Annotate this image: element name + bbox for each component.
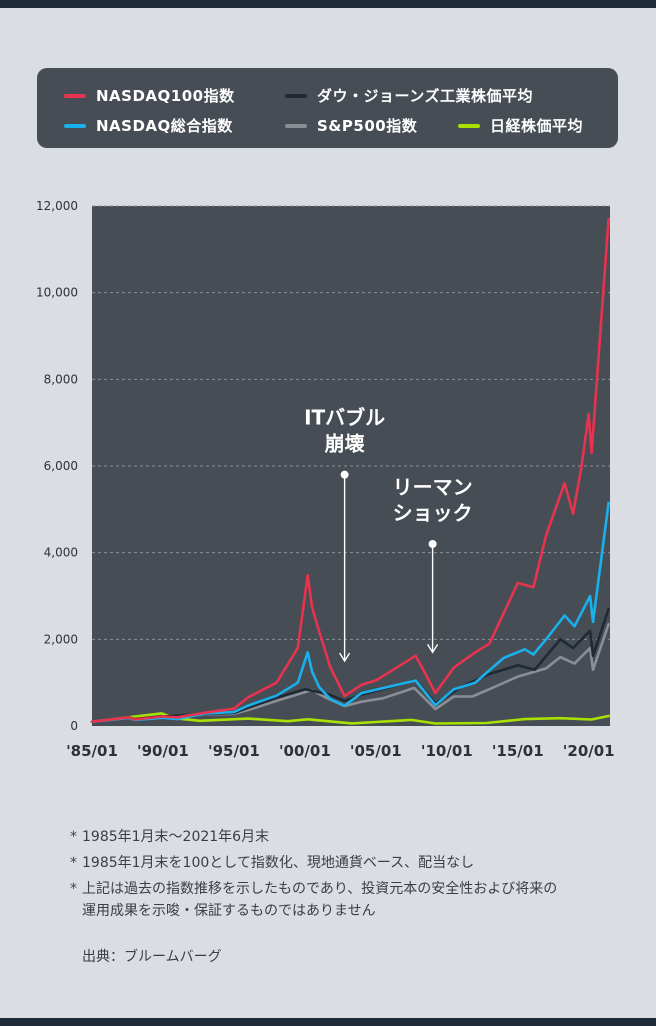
x-tick-label: '95/01 — [208, 742, 260, 760]
footnote-mark: * — [70, 881, 77, 897]
annotation-label: ITバブル — [304, 406, 385, 430]
annotation-label: 崩壊 — [325, 432, 366, 456]
top-bar — [0, 0, 656, 8]
x-tick-label: '10/01 — [421, 742, 473, 760]
legend-swatch — [458, 123, 480, 128]
x-tick-label: '15/01 — [492, 742, 544, 760]
legend-swatch — [285, 123, 307, 128]
x-tick-label: '20/01 — [563, 742, 615, 760]
legend-item-nikkei: 日経株価平均 — [458, 115, 583, 136]
legend-item-sp500: S&P500指数 — [285, 115, 417, 136]
annotation-label: ショック — [393, 501, 473, 525]
legend-label: NASDAQ100指数 — [96, 87, 235, 105]
annotation-label: リーマン — [393, 475, 473, 499]
annotation-arrow-head — [339, 652, 351, 663]
footnote-mark: * — [70, 855, 77, 871]
footnote-text: 1985年1月末を100として指数化、現地通貨ベース、配当なし — [82, 855, 475, 871]
legend-swatch — [64, 123, 86, 128]
footnote-text: 1985年1月末〜2021年6月末 — [82, 829, 270, 845]
legend-label: 日経株価平均 — [490, 117, 584, 135]
legend-swatch — [285, 93, 307, 98]
x-tick-label: '00/01 — [279, 742, 331, 760]
footnote-mark: * — [70, 829, 77, 845]
annotation-arrow-head — [427, 643, 439, 654]
footnote-text: 上記は過去の指数推移を示したものであり、投資元本の安全性および将来の — [82, 881, 558, 897]
y-tick-label: 6,000 — [44, 459, 78, 473]
line-chart: 0 2,000 4,000 6,000 8,000 10,000 12,000 '85/01 '… — [36, 199, 615, 760]
x-tick-label: '90/01 — [137, 742, 189, 760]
annotation-dot — [340, 470, 349, 479]
annotation-dot — [428, 540, 437, 548]
x-tick-label: '05/01 — [350, 742, 402, 760]
bottom-bar — [0, 1018, 656, 1026]
footnotes: * 1985年1月末〜2021年6月末 * 1985年1月末を100として指数化… — [70, 826, 630, 926]
legend-label: S&P500指数 — [317, 117, 418, 135]
y-tick-label: 10,000 — [36, 286, 78, 300]
footnote: * 上記は過去の指数推移を示したものであり、投資元本の安全性および将来の 運用成… — [70, 878, 630, 922]
footnote: * 1985年1月末〜2021年6月末 — [70, 826, 630, 848]
footnote: * 1985年1月末を100として指数化、現地通貨ベース、配当なし — [70, 852, 630, 874]
source-note: 出典：ブルームバーグ — [82, 949, 222, 965]
legend-item-dow: ダウ・ジョーンズ工業株価平均 — [285, 85, 533, 106]
legend-label: ダウ・ジョーンズ工業株価平均 — [317, 87, 533, 105]
footnote-text: 運用成果を示唆・保証するものではありません — [82, 903, 376, 919]
legend: NASDAQ100指数 ダウ・ジョーンズ工業株価平均 NASDAQ総合指数 S&… — [37, 68, 618, 148]
legend-swatch — [64, 93, 86, 98]
y-tick-label: 2,000 — [44, 632, 78, 646]
y-tick-label: 12,000 — [36, 199, 78, 213]
y-tick-label: 8,000 — [44, 372, 78, 386]
x-tick-label: '85/01 — [66, 742, 118, 760]
y-tick-label: 4,000 — [44, 546, 78, 560]
series-line-4 — [90, 217, 610, 724]
legend-label: NASDAQ総合指数 — [96, 117, 233, 135]
legend-item-nasdaq100: NASDAQ100指数 — [64, 85, 235, 106]
legend-item-nasdaq-composite: NASDAQ総合指数 — [64, 115, 233, 136]
y-tick-label: 0 — [70, 719, 78, 733]
